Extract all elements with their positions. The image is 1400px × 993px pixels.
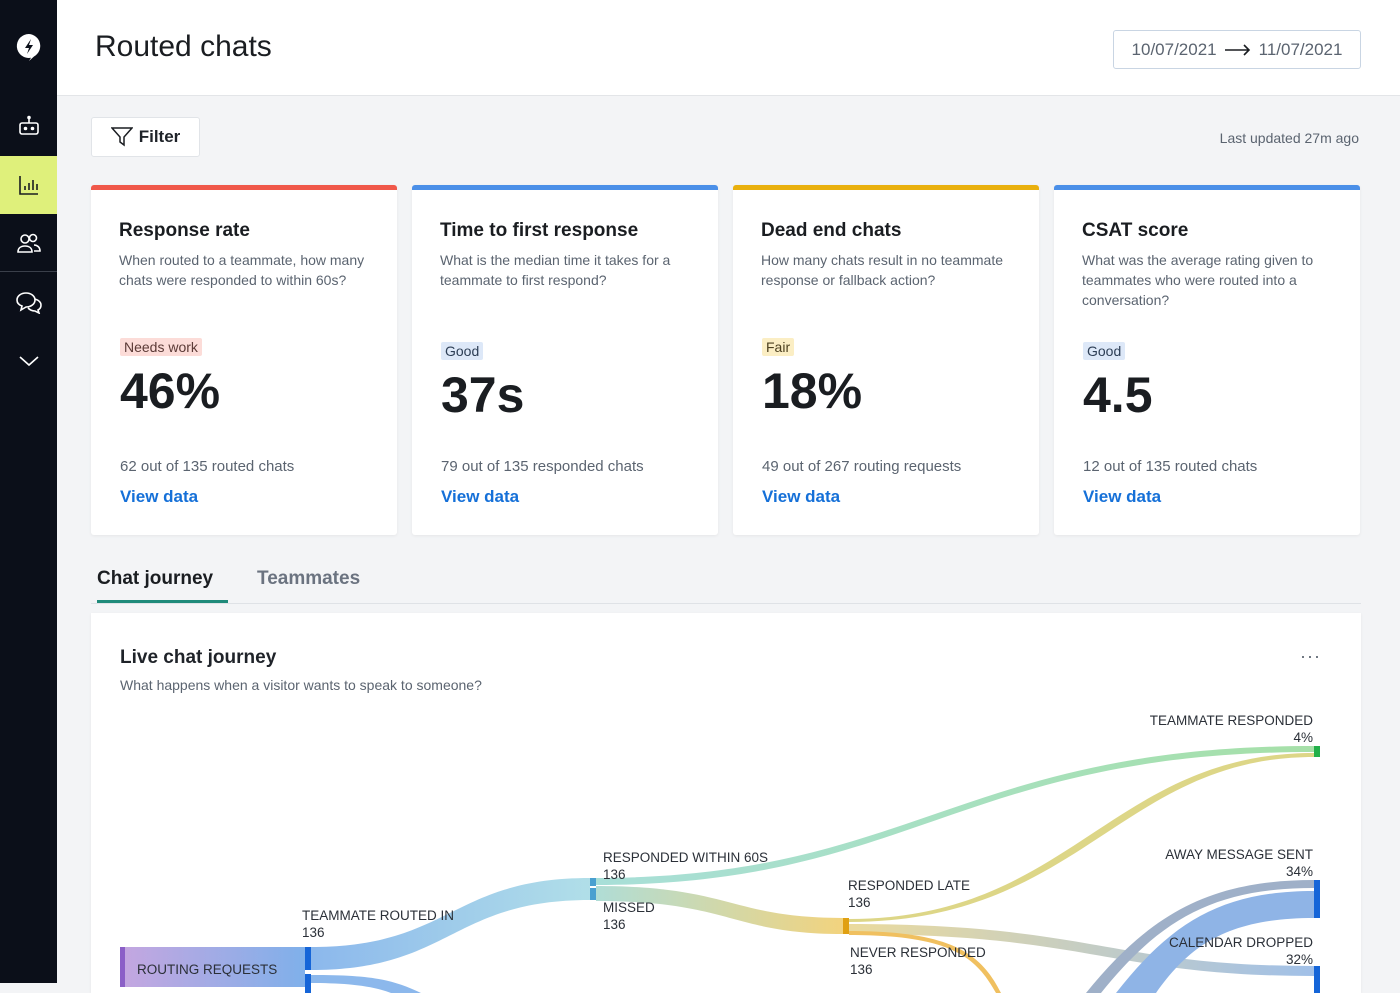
node-label-responded-within-60s: RESPONDED WITHIN 60S 136 — [603, 850, 769, 882]
tab-bar: Chat journey Teammates — [91, 560, 1361, 604]
node-missed — [590, 888, 596, 900]
metric-value: 46% — [120, 363, 221, 419]
metric-card-dead-end-chats: Dead end chats How many chats result in … — [733, 185, 1039, 535]
flow-late-to-calendar-dropped — [849, 924, 1314, 976]
node-label-calendar-dropped: CALENDAR DROPPED 32% — [1168, 935, 1313, 967]
node-teammate-responded — [1314, 746, 1320, 757]
sankey-diagram — [120, 746, 1320, 993]
status-badge: Fair — [762, 338, 795, 356]
card-description: How many chats result in no teammate res… — [761, 252, 1003, 288]
page-title: Routed chats — [95, 30, 272, 63]
card-title: Time to first response — [440, 220, 639, 241]
chart-subtitle: What happens when a visitor wants to spe… — [120, 677, 482, 693]
users-icon[interactable] — [0, 214, 57, 272]
node-label-never-responded: NEVER RESPONDED 136 — [850, 945, 986, 977]
status-badge: Good — [1083, 342, 1126, 360]
arrow-right-icon — [1224, 43, 1250, 56]
metric-detail: 79 out of 135 responded chats — [441, 458, 644, 475]
node-label-teammate-routed-in: TEAMMATE ROUTED IN 136 — [302, 908, 455, 940]
date-to: 11/07/2021 — [1258, 39, 1343, 59]
node-calendar-dropped — [1314, 966, 1320, 993]
flow-to-away-message-a — [1086, 880, 1314, 993]
card-description: When routed to a teammate, how many chat… — [119, 252, 365, 288]
view-data-link[interactable]: View data — [441, 487, 520, 506]
node-routing-requests — [120, 947, 305, 987]
metric-card-time-to-first-response: Time to first response What is the media… — [412, 185, 718, 535]
status-badge: Needs work — [120, 338, 202, 356]
node-label-away-message-sent: AWAY MESSAGE SENT 34% — [1165, 847, 1313, 879]
metric-value: 4.5 — [1083, 367, 1153, 423]
node-other-branch — [305, 974, 311, 993]
node-label-routing-requests: ROUTING REQUESTS — [137, 962, 278, 977]
node-label-responded-late: RESPONDED LATE 136 — [848, 878, 971, 910]
node-responded-late — [843, 918, 849, 934]
metric-detail: 49 out of 267 routing requests — [762, 458, 962, 475]
chart-title: Live chat journey — [120, 647, 277, 668]
tab-chat-journey[interactable]: Chat journey — [97, 568, 228, 603]
flow-routed-lower — [311, 975, 421, 993]
more-options-icon[interactable]: ··· — [1300, 646, 1321, 666]
card-title: CSAT score — [1082, 220, 1189, 241]
node-routing-requests-bar — [120, 947, 125, 987]
tab-teammates[interactable]: Teammates — [257, 568, 361, 589]
header: Routed chats 10/07/2021 11/07/2021 — [57, 0, 1400, 96]
metric-detail: 62 out of 135 routed chats — [120, 458, 295, 475]
flow-missed-to-late — [596, 886, 843, 934]
chart-icon[interactable] — [0, 156, 57, 214]
filter-label: Filter — [138, 127, 181, 146]
date-from: 10/07/2021 — [1131, 39, 1217, 59]
node-label-teammate-responded: TEAMMATE RESPONDED 4% — [1149, 713, 1313, 745]
card-description: What was the average rating given to tea… — [1082, 252, 1314, 308]
filter-button[interactable]: Filter — [91, 117, 200, 157]
metric-value: 18% — [762, 363, 863, 419]
metric-value: 37s — [441, 367, 525, 423]
bot-icon[interactable] — [0, 97, 57, 155]
filter-icon — [110, 127, 133, 147]
metric-card-response-rate: Response rate When routed to a teammate,… — [91, 185, 397, 535]
sidebar — [0, 0, 57, 983]
card-title: Response rate — [119, 220, 250, 241]
date-range-picker[interactable]: 10/07/2021 11/07/2021 — [1113, 30, 1361, 69]
node-away-message-sent — [1314, 880, 1320, 918]
card-description: What is the median time it takes for a t… — [440, 252, 671, 288]
metric-card-csat-score: CSAT score What was the average rating g… — [1054, 185, 1360, 535]
view-data-link[interactable]: View data — [1083, 487, 1162, 506]
view-data-link[interactable]: View data — [120, 487, 199, 506]
view-data-link[interactable]: View data — [762, 487, 841, 506]
node-responded-within-60s — [590, 878, 596, 886]
last-updated: Last updated 27m ago — [1219, 130, 1359, 146]
card-title: Dead end chats — [761, 220, 902, 241]
logo-icon[interactable] — [0, 18, 57, 76]
node-teammate-routed-in — [305, 947, 311, 970]
live-chat-journey-card: Live chat journey What happens when a vi… — [91, 613, 1361, 993]
chevron-down-icon[interactable] — [0, 332, 57, 390]
status-badge: Good — [441, 342, 484, 360]
chats-icon[interactable] — [0, 273, 57, 331]
flow-routed-to-responded — [311, 878, 590, 970]
metric-detail: 12 out of 135 routed chats — [1083, 458, 1258, 475]
sidebar-divider — [0, 271, 57, 272]
flow-to-away-message-b — [1116, 891, 1314, 993]
node-label-missed: MISSED 136 — [603, 900, 655, 932]
